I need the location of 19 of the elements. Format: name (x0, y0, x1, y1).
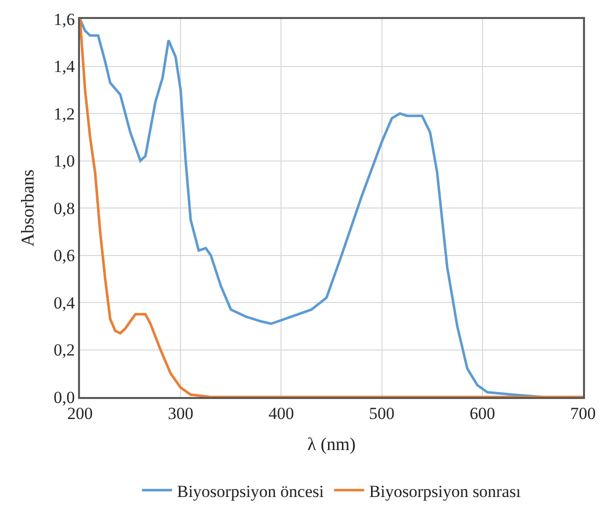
y-tick-label: 0,4 (54, 293, 76, 312)
x-axis-title: λ (nm) (307, 434, 356, 454)
y-axis-title: Absorbans (17, 170, 38, 246)
y-tick-label: 1,0 (54, 152, 75, 171)
y-tick-label: 1,6 (54, 10, 75, 29)
y-tick-label: 0,8 (54, 198, 75, 218)
x-tick-label: 300 (168, 404, 194, 424)
legend-label: Biyosorpsiyon öncesi (177, 482, 324, 501)
y-tick-label: 0,2 (54, 340, 75, 360)
y-tick-label: 0,6 (54, 246, 75, 266)
y-tick-label: 0,0 (54, 388, 75, 407)
x-tick-label: 500 (369, 404, 395, 424)
y-tick-label: 1,4 (54, 57, 76, 76)
x-tick-label: 200 (67, 404, 93, 424)
x-tick-label: 400 (268, 404, 294, 424)
y-tick-label: 1,2 (54, 104, 75, 124)
legend-label: Biyosorpsiyon sonrası (369, 482, 521, 501)
x-tick-label: 700 (570, 404, 596, 424)
x-tick-label: 600 (470, 404, 496, 424)
